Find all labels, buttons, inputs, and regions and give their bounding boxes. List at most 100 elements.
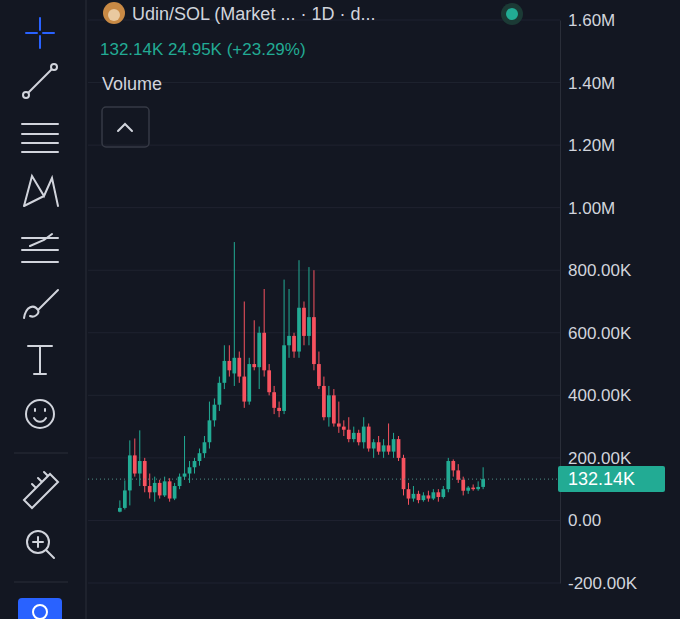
- candle: [476, 481, 480, 490]
- candle-body: [123, 490, 127, 508]
- candle: [203, 436, 207, 458]
- candle-body: [441, 489, 445, 497]
- candle: [173, 483, 177, 500]
- tool-zoom-handle[interactable]: [33, 537, 54, 558]
- candle-body: [138, 461, 142, 474]
- candle: [223, 345, 227, 389]
- tool-active[interactable]: [18, 598, 62, 619]
- candle-body: [461, 480, 465, 491]
- candle-body: [173, 486, 177, 499]
- candle-body: [347, 430, 351, 439]
- candle: [367, 423, 371, 451]
- collapse-chevron[interactable]: [118, 124, 132, 131]
- candle-body: [252, 364, 256, 367]
- grid-line: [88, 520, 560, 521]
- tool-emoji-face[interactable]: [34, 409, 46, 422]
- candle-body: [377, 442, 381, 451]
- candle-body: [481, 479, 485, 487]
- candle-body: [183, 474, 187, 477]
- y-tick-label: -200.00K: [568, 574, 638, 593]
- candle-body: [357, 433, 361, 442]
- candle-body: [382, 445, 386, 451]
- tool-fib[interactable]: [22, 124, 58, 152]
- candle: [183, 436, 187, 480]
- candle: [352, 427, 356, 443]
- candle: [193, 458, 197, 474]
- tool-emoji[interactable]: [26, 400, 54, 428]
- candle-body: [471, 488, 475, 490]
- candle: [317, 352, 321, 390]
- candle: [302, 302, 306, 346]
- grid-line: [88, 207, 560, 208]
- price-line: [88, 479, 560, 480]
- candle-body: [242, 377, 246, 402]
- y-tick-label: 400.00K: [568, 386, 632, 405]
- candle: [451, 459, 455, 476]
- tool-ruler[interactable]: [24, 472, 58, 508]
- candle-body: [312, 317, 316, 364]
- collapse-button[interactable]: [102, 107, 149, 147]
- candle: [382, 439, 386, 458]
- candle-body: [407, 489, 411, 498]
- candle-body: [282, 345, 286, 411]
- candle-body: [327, 395, 331, 417]
- candle: [143, 458, 147, 492]
- candle-body: [193, 461, 197, 467]
- candle: [198, 449, 202, 466]
- candle: [247, 358, 251, 405]
- candle: [377, 436, 381, 455]
- candle-body: [332, 395, 336, 423]
- tool-trend-line[interactable]: [26, 67, 54, 95]
- candle: [213, 398, 217, 426]
- candle: [332, 389, 336, 427]
- tool-brush[interactable]: [24, 290, 58, 318]
- candle: [362, 417, 366, 448]
- tool-active-icon[interactable]: [33, 605, 47, 619]
- candle: [208, 402, 212, 449]
- candle: [232, 242, 236, 386]
- candle: [257, 327, 261, 390]
- indicator-label[interactable]: Volume: [102, 74, 162, 94]
- tool-text[interactable]: [28, 346, 52, 374]
- header: Udin/SOL (Market ... · 1D · d... 132.14K …: [100, 2, 523, 147]
- candle: [436, 489, 440, 502]
- candle: [153, 477, 157, 502]
- y-tick: 400.00K: [560, 386, 632, 405]
- y-tick-label: 0.00: [568, 511, 601, 530]
- candle-body: [168, 481, 172, 498]
- tool-prediction[interactable]: [22, 234, 58, 262]
- y-axis: -200.00K0.00200.00K400.00K600.00K800.00K…: [560, 11, 638, 593]
- tool-crosshair[interactable]: [26, 18, 54, 48]
- chart-title[interactable]: Udin/SOL (Market ... · 1D · d...: [132, 4, 375, 24]
- tool-trend-line-dot[interactable]: [23, 92, 29, 98]
- y-tick: 1.00M: [560, 199, 615, 218]
- tool-pattern[interactable]: [24, 176, 58, 206]
- candle: [148, 474, 152, 499]
- status-ring: [501, 3, 523, 25]
- tool-trend-line-dot[interactable]: [51, 64, 57, 70]
- candle: [372, 439, 376, 458]
- candle-body: [317, 364, 321, 386]
- candle: [188, 461, 192, 483]
- candle-body: [476, 487, 480, 489]
- candle: [422, 492, 426, 501]
- candle: [292, 333, 296, 358]
- candle: [287, 289, 291, 358]
- candle-body: [188, 467, 192, 473]
- candle-wick: [338, 402, 339, 433]
- candle-body: [297, 308, 301, 352]
- candle-wick: [254, 320, 255, 370]
- y-tick-label: 1.40M: [568, 73, 615, 92]
- chart-subtitle: 132.14K 24.95K (+23.29%): [100, 40, 306, 59]
- y-tick: 1.40M: [560, 73, 615, 92]
- candle: [412, 486, 416, 502]
- candle-body: [417, 494, 421, 500]
- candle-body: [287, 336, 291, 345]
- candle-body: [203, 442, 207, 453]
- candle-body: [337, 423, 341, 426]
- background: [0, 0, 680, 619]
- candle: [347, 417, 351, 442]
- y-tick: 200.00K: [560, 449, 632, 468]
- candle-body: [451, 461, 455, 470]
- candle: [342, 420, 346, 436]
